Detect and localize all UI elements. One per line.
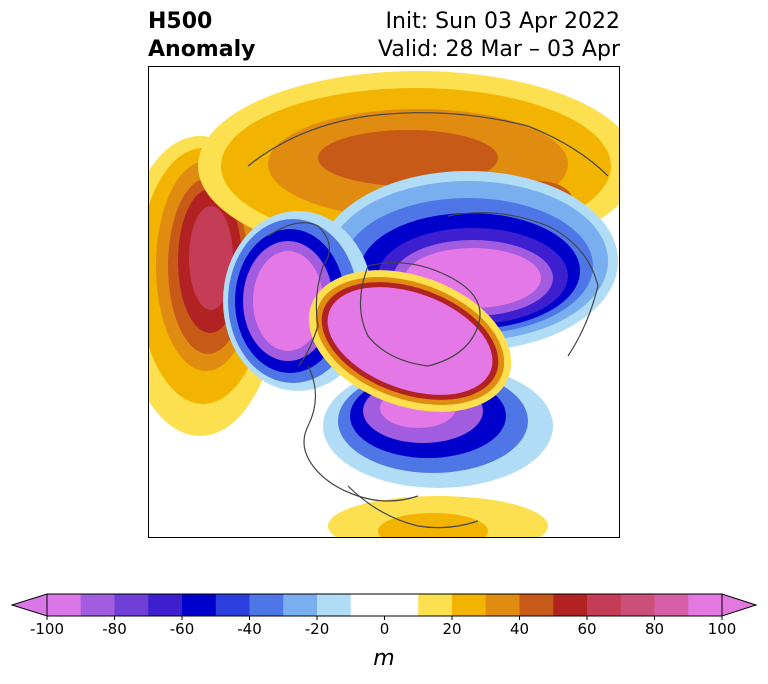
colorbar-segment — [148, 594, 183, 616]
init-date: Init: Sun 03 Apr 2022 — [385, 9, 620, 34]
colorbar-extend-max — [721, 593, 758, 617]
colorbar-segment — [688, 594, 723, 616]
colorbar-segment — [249, 594, 284, 616]
colorbar-segment — [519, 594, 554, 616]
colorbar-segment — [384, 594, 419, 616]
title-type: Anomaly — [148, 37, 256, 62]
colorbar: -100 -80 -60 -40 -20 0 20 40 60 80 100 — [10, 593, 758, 638]
colorbar-segment — [350, 594, 385, 616]
title-variable: H500 — [148, 9, 213, 34]
title-right: Init: Sun 03 Apr 2022 Valid: 28 Mar – 03… — [378, 8, 620, 64]
colorbar-segment — [215, 594, 250, 616]
colorbar-segment — [553, 594, 588, 616]
colorbar-segment — [418, 594, 453, 616]
colorbar-segment — [452, 594, 487, 616]
ridge-south — [328, 496, 548, 538]
colorbar-segment — [317, 594, 352, 616]
coastlines — [247, 112, 609, 529]
anomaly-map — [148, 66, 620, 538]
colorbar-segment — [182, 594, 217, 616]
colorbar-tick-label: 0 — [380, 620, 390, 638]
colorbar-tick-label: -20 — [305, 620, 330, 638]
colorbar-tick-label: -100 — [30, 620, 64, 638]
colorbar-tick-label: 80 — [645, 620, 664, 638]
colorbar-tick-label: 60 — [577, 620, 596, 638]
colorbar-tick-label: 40 — [510, 620, 529, 638]
valid-range: Valid: 28 Mar – 03 Apr — [378, 37, 620, 62]
colorbar-tick-label: 20 — [442, 620, 461, 638]
colorbar-segment — [587, 594, 622, 616]
colorbar-segment — [485, 594, 520, 616]
colorbar-segment — [620, 594, 655, 616]
colorbar-segment — [654, 594, 689, 616]
colorbar-tick-label: 100 — [708, 620, 737, 638]
colorbar-segment — [114, 594, 149, 616]
colorbar-tick-label: -40 — [237, 620, 262, 638]
trough-polar — [308, 270, 512, 412]
trough-siberia — [318, 171, 618, 351]
colorbar-segment — [283, 594, 318, 616]
title-left: H500 Anomaly — [148, 8, 255, 64]
colorbar-tick-label: -80 — [102, 620, 127, 638]
colorbar-tick-label: -60 — [170, 620, 195, 638]
colorbar-extend-min — [10, 593, 48, 617]
colorbar-segment — [47, 594, 82, 616]
colorbar-unit: m — [373, 646, 395, 671]
colorbar-segment — [80, 594, 115, 616]
